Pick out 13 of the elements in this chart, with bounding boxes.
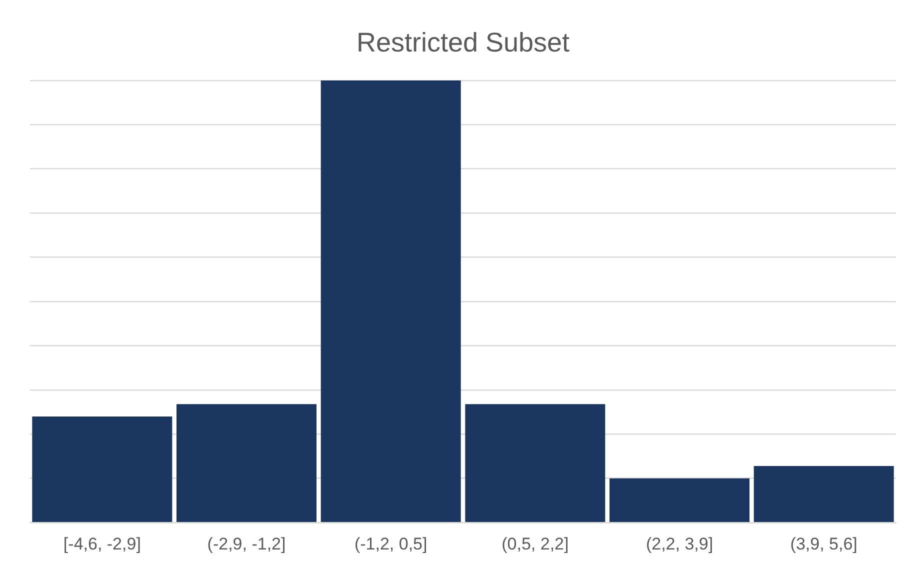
- x-tick-label: (2,2, 3,9]: [646, 534, 714, 554]
- x-tick-label: [-4,6, -2,9]: [63, 534, 141, 554]
- bar: [610, 478, 750, 522]
- bar: [754, 466, 894, 522]
- bar: [32, 416, 172, 522]
- x-tick-label: (0,5, 2,2]: [502, 534, 569, 554]
- chart-title: Restricted Subset: [356, 28, 570, 58]
- bar: [176, 404, 316, 522]
- x-tick-label: (3,9, 5,6]: [790, 534, 858, 554]
- bar: [320, 80, 461, 522]
- x-tick-label: (-1,2, 0,5]: [354, 534, 428, 554]
- bar: [465, 404, 606, 522]
- x-tick-label: (-2,9, -1,2]: [207, 534, 286, 554]
